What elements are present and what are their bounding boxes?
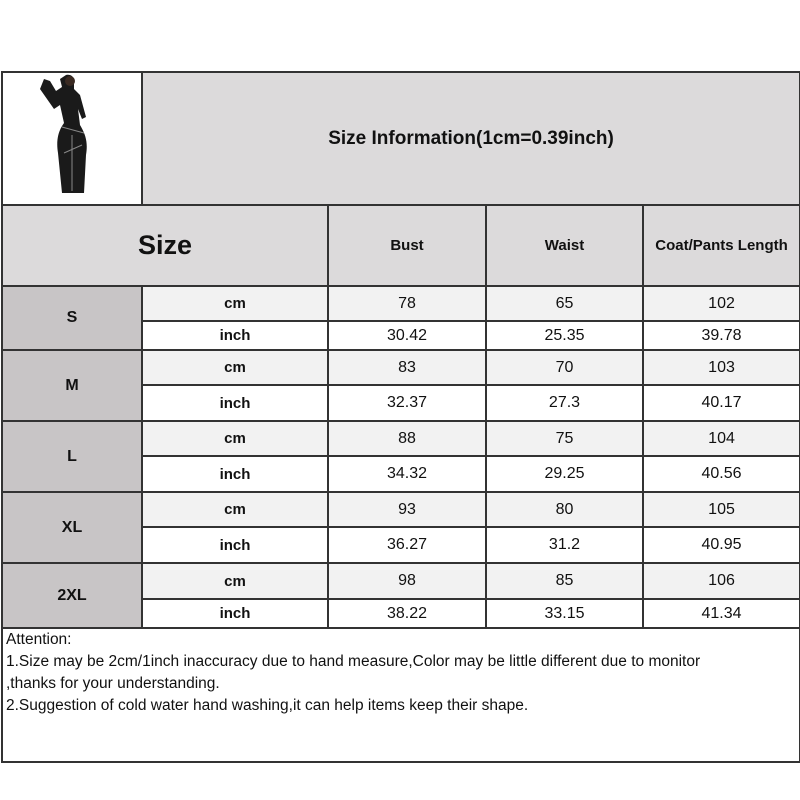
size-label: S [1,285,143,351]
product-image [1,71,143,206]
attention-line-2: 2.Suggestion of cold water hand washing,… [6,697,529,714]
table-row: L cm 88 75 104 [1,420,800,493]
dress-model-image [40,74,87,193]
inch-value: 39.78 [641,320,800,351]
cm-value: 70 [485,349,644,386]
table-row: inch 38.22 33.15 41.34 [2,598,800,629]
table-row: M cm 83 70 103 [1,349,800,422]
cm-value: 65 [485,285,644,322]
cm-value: 75 [485,420,644,457]
table-row: 2XL cm 98 85 106 [1,562,800,629]
cm-value: 103 [641,349,800,386]
cm-value: 93 [327,491,487,528]
unit-label: cm [141,285,329,322]
cm-value: 102 [641,285,800,322]
inch-value: 27.3 [485,384,644,422]
cm-value: 85 [485,562,644,600]
inch-value: 36.27 [327,526,487,564]
inch-value: 25.35 [485,320,644,351]
unit-label: inch [141,526,329,564]
cm-value: 78 [327,285,487,322]
size-label: M [1,349,143,422]
cm-value: 88 [327,420,487,457]
inch-value: 40.95 [641,526,800,564]
inch-value: 38.22 [327,598,487,629]
cm-value: 104 [641,420,800,457]
inch-value: 40.17 [641,384,800,422]
inch-value: 40.56 [641,455,800,493]
inch-value: 33.15 [485,598,644,629]
table-row: inch 30.42 25.35 39.78 [2,320,800,351]
inch-value: 34.32 [327,455,487,493]
cm-value: 105 [641,491,800,528]
unit-label: cm [141,420,329,457]
size-label: 2XL [1,562,143,629]
cm-value: 80 [485,491,644,528]
attention-notes: Attention: 1.Size may be 2cm/1inch inacc… [0,627,800,763]
inch-value: 32.37 [327,384,487,422]
unit-label: inch [141,455,329,493]
column-header-bust: Bust [327,204,487,287]
inch-value: 31.2 [485,526,644,564]
cm-value: 106 [641,562,800,600]
attention-heading: Attention: [6,631,72,648]
inch-value: 30.42 [327,320,487,351]
column-header-length: Coat/Pants Length [641,204,800,287]
chart-title: Size Information(1cm=0.39inch) [140,71,800,206]
attention-line-1: 1.Size may be 2cm/1inch inaccuracy due t… [6,653,701,670]
size-header: Size [1,204,329,287]
size-label: XL [1,491,143,564]
unit-label: cm [141,349,329,386]
inch-value: 29.25 [485,455,644,493]
table-row: inch 36.27 31.2 40.95 [2,526,800,564]
table-row: inch 32.37 27.3 40.17 [2,384,800,422]
cm-value: 98 [327,562,487,600]
unit-label: cm [141,491,329,528]
unit-label: inch [141,320,329,351]
table-row: XL cm 93 80 105 [1,491,800,564]
unit-label: inch [141,598,329,629]
unit-label: inch [141,384,329,422]
unit-label: cm [141,562,329,600]
table-row: inch 34.32 29.25 40.56 [2,455,800,493]
column-header-waist: Waist [485,204,644,287]
cm-value: 83 [327,349,487,386]
attention-line-1b: ,thanks for your understanding. [6,675,220,692]
size-chart-table: Size Information(1cm=0.39inch) Size Bust… [0,71,800,763]
inch-value: 41.34 [641,598,800,629]
table-row: S cm 78 65 102 [1,285,800,351]
size-label: L [1,420,143,493]
